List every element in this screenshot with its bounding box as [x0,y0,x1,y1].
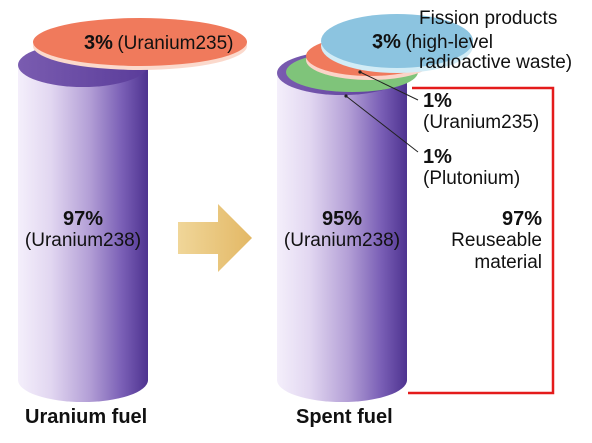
uranium235-pct: 1% [423,90,452,112]
right-body-pct: 95% [321,208,363,230]
plutonium-name: (Plutonium) [423,168,521,190]
left-body-name: (Uranium238) [24,230,142,252]
spent-fuel-caption: Spent fuel [296,406,393,428]
dot-uranium235 [358,70,362,74]
fission-pct: 3% [372,31,401,53]
fission-products-title: Fission products [419,8,558,29]
reusable-line2: material [474,251,542,273]
uranium235-label: 1% (Uranium235) [423,90,539,134]
leader-uranium235 [359,71,419,101]
plutonium-label: 1% (Plutonium) [423,146,520,190]
left-body-label: 97% (Uranium238) [8,208,158,252]
right-arrow-icon [178,204,252,272]
leader-plutonium [345,95,419,153]
fission-name-line2: radioactive waste) [419,52,573,73]
fission-name-line1: (high-level [405,32,494,53]
left-body-pct: 97% [62,208,104,230]
reusable-pct: 97% [501,208,542,230]
right-body-label: 95% (Uranium238) [267,208,417,252]
reusable-line1: Reuseable [451,230,542,252]
right-body-name: (Uranium238) [283,230,401,252]
fission-products-disc [321,14,473,73]
plutonium-pct: 1% [423,146,452,168]
uranium235-name: (Uranium235) [423,112,540,134]
reusable-bracket [408,86,555,395]
dot-plutonium [344,94,348,98]
reusable-label: 97% Reuseable material [430,208,542,273]
uranium235-disc-left [33,18,247,70]
dot-fission [376,45,380,49]
left-top-pct: 3% [84,32,113,54]
left-top-label: 3% (Uranium235) [84,32,234,54]
left-top-name: (Uranium235) [117,33,234,54]
fission-pct-line: 3% (high-level [372,31,493,53]
leader-lines [345,71,419,153]
uranium-fuel-caption: Uranium fuel [25,406,148,428]
